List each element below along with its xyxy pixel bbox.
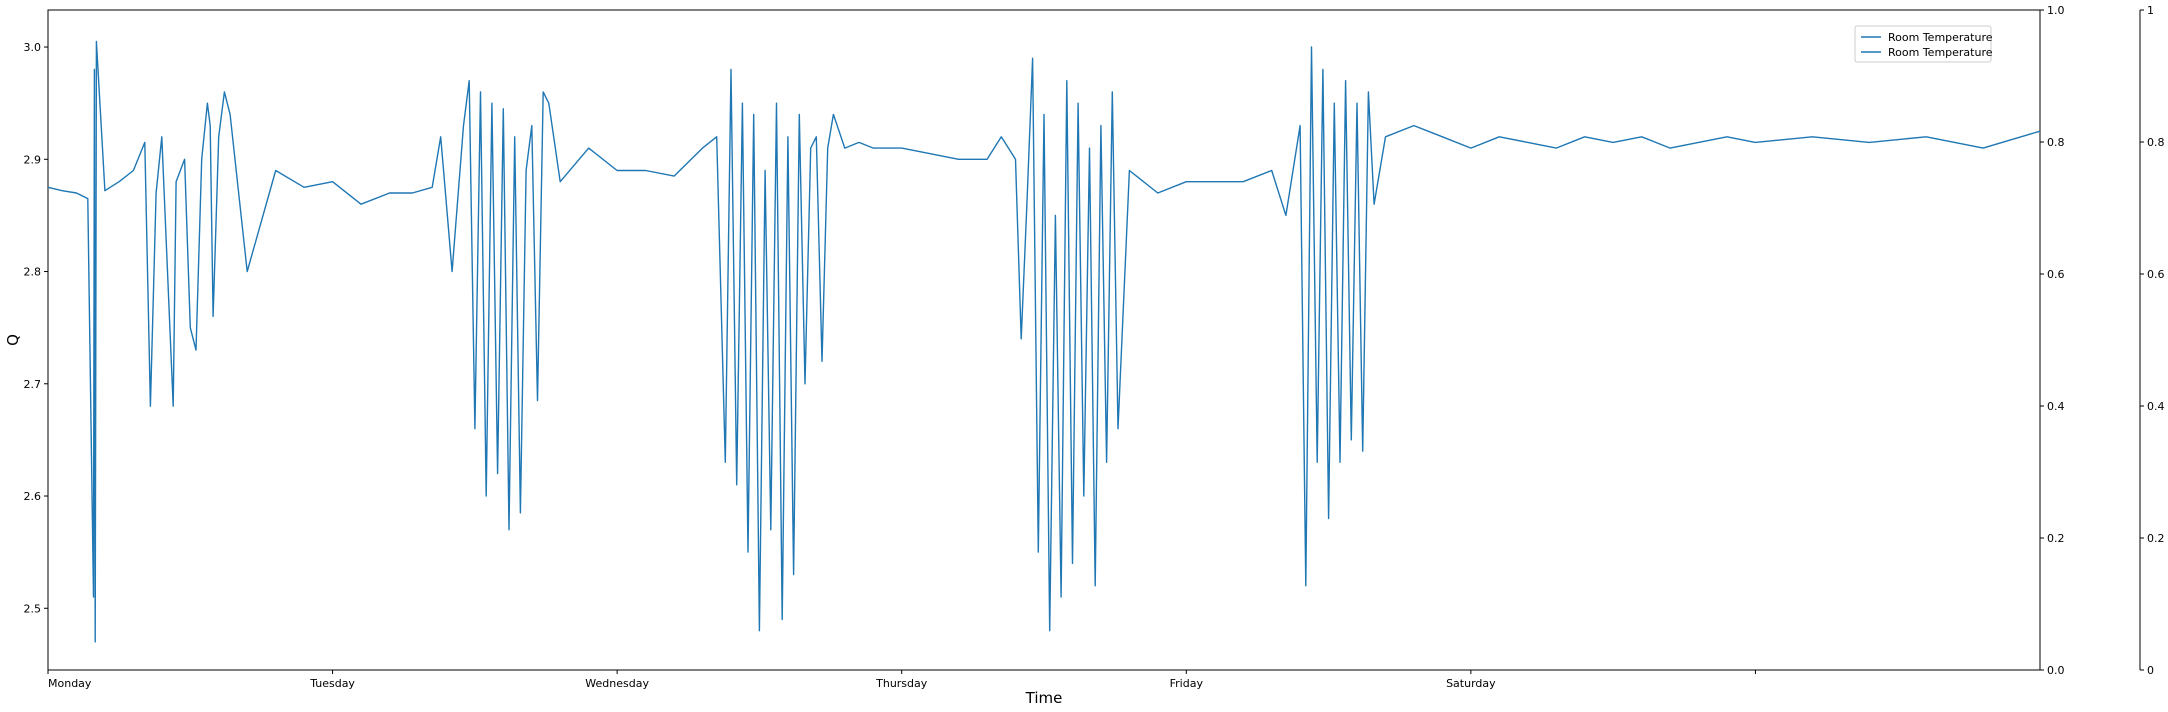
y2-tick-label-0: 0.0 <box>2047 664 2065 677</box>
y-tick-label-2: 2.7 <box>24 378 42 391</box>
y-tick-label-4: 2.9 <box>24 153 42 166</box>
x-axis: Monday Tuesday Wednesday Thursday Friday Satu… <box>47 670 1756 690</box>
y3-tick-label-5: 1 <box>2147 4 2154 17</box>
y2-tick-label-3: 0.6 <box>2047 268 2065 281</box>
y3-tick-label-4: 0.8 <box>2147 136 2165 149</box>
y2-tick-label-2: 0.4 <box>2047 400 2065 413</box>
secondary-y-axis: 0.0 0.2 0.4 0.6 0.8 1.0 <box>2040 4 2065 677</box>
y-tick-label-5: 3.0 <box>24 41 42 54</box>
legend-box <box>1854 25 1992 63</box>
x-tick-label-3: Thursday <box>875 677 928 690</box>
y-tick-label-1: 2.6 <box>24 490 42 503</box>
y-tick-label-3: 2.8 <box>24 266 42 279</box>
x-tick-label-4: Friday <box>1170 677 1204 690</box>
legend-label-2: Room Temperature <box>1888 46 1993 59</box>
y-axis-label: Q <box>4 334 22 346</box>
x-tick-label-1: Tuesday <box>309 677 355 690</box>
x-tick-label-5: Saturday <box>1446 677 1496 690</box>
series-line-room-temperature <box>47 40 2041 643</box>
x-axis-label: Time <box>1025 689 1063 707</box>
y2-tick-label-1: 0.2 <box>2047 532 2065 545</box>
x-tick-label-2: Wednesday <box>585 677 649 690</box>
y-axis: 2.5 2.6 2.7 2.8 2.9 3.0 <box>24 41 48 615</box>
tertiary-y-axis: 0 0.2 0.4 0.6 0.8 1 <box>2140 4 2165 677</box>
y3-tick-label-0: 0 <box>2147 664 2154 677</box>
legend: Room Temperature Room Temperature <box>1854 25 1993 63</box>
x-tick-label-0: Monday <box>48 677 92 690</box>
y2-tick-label-5: 1.0 <box>2047 4 2065 17</box>
y3-tick-label-2: 0.4 <box>2147 400 2165 413</box>
y3-tick-label-3: 0.6 <box>2147 268 2165 281</box>
y2-tick-label-4: 0.8 <box>2047 136 2065 149</box>
legend-label-1: Room Temperature <box>1888 31 1993 44</box>
y-tick-label-0: 2.5 <box>24 602 42 615</box>
y3-tick-label-1: 0.2 <box>2147 532 2165 545</box>
plot-frame <box>47 9 2041 671</box>
